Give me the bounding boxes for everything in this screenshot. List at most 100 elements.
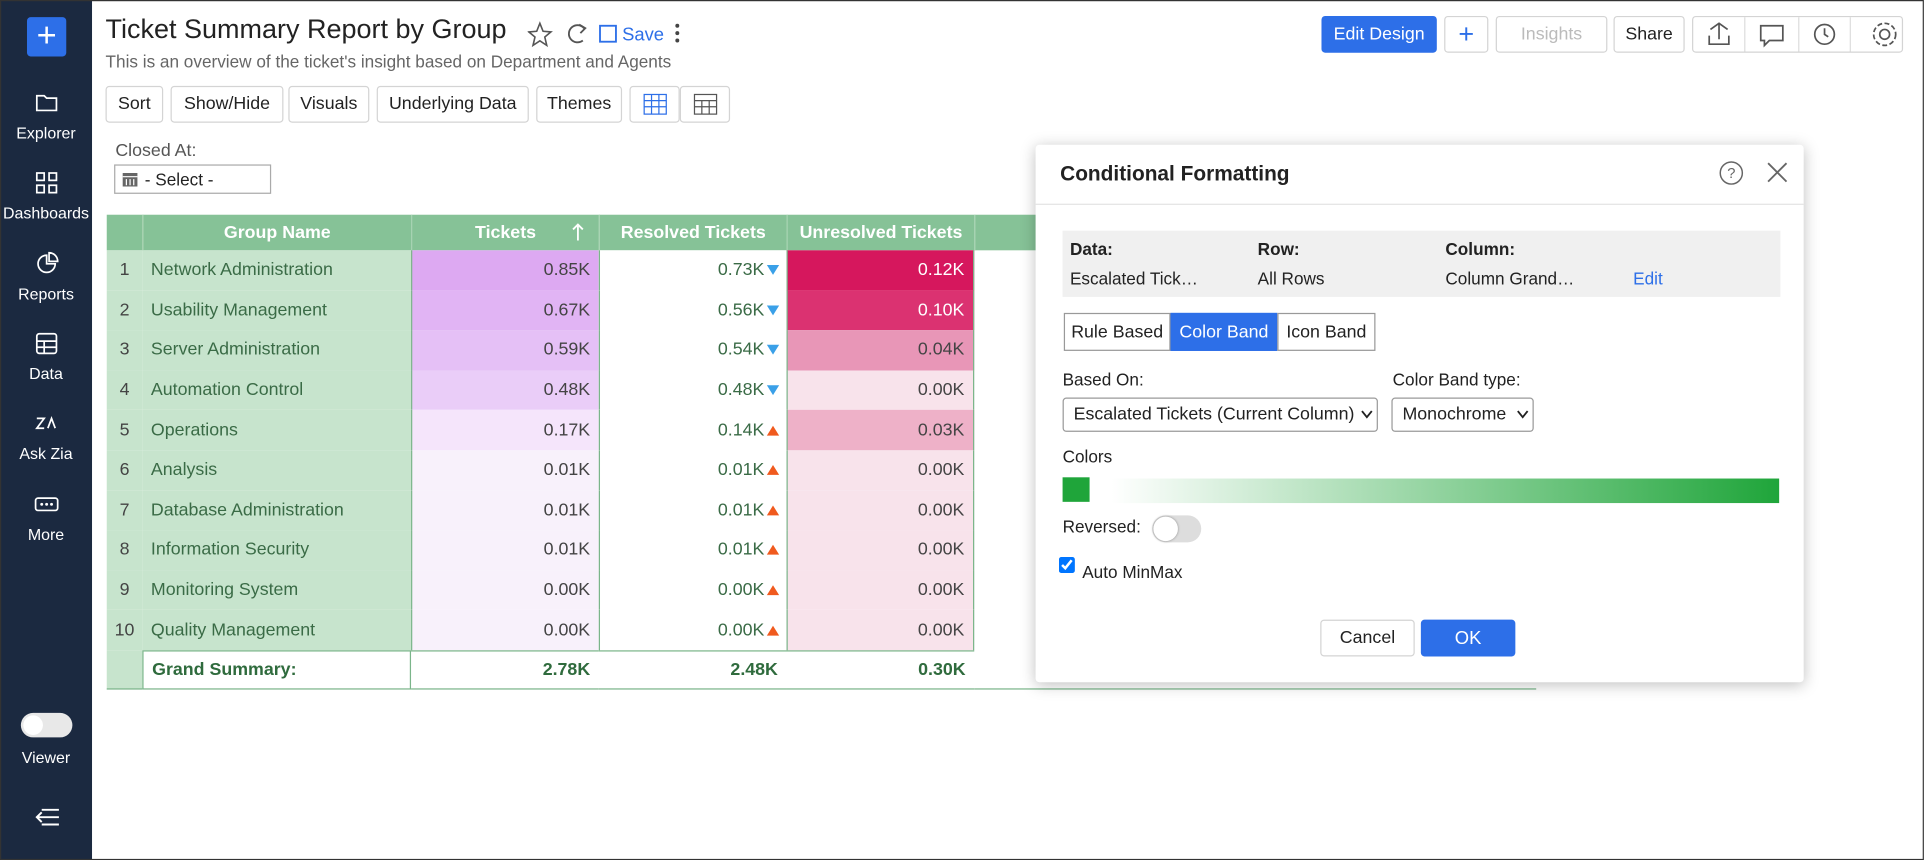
resolved-value: 0.01K (717, 540, 765, 561)
new-button[interactable]: + (26, 17, 67, 57)
row-number: 8 (106, 530, 143, 571)
group-name: Database Administration (142, 490, 412, 531)
action-icons[interactable] (1692, 15, 1904, 53)
column-header[interactable]: Tickets (411, 214, 599, 251)
summary-value: 2.48K (598, 650, 787, 690)
mode-tab[interactable]: Icon Band (1277, 312, 1376, 351)
unresolved-cell: 0.10K (786, 290, 975, 331)
dialog-icons[interactable]: ? (1718, 160, 1792, 187)
trend-icon (766, 305, 780, 316)
unresolved-cell: 0.00K (786, 370, 975, 411)
tickets-cell: 0.48K (411, 370, 599, 411)
resolved-value: 0.01K (717, 460, 765, 481)
trend-icon (766, 545, 780, 556)
nav-label: More (27, 524, 65, 543)
group-name: Monitoring System (142, 570, 412, 611)
nav-item[interactable]: Reports (0, 250, 92, 303)
trend-icon (766, 345, 780, 356)
band-type-select[interactable]: Monochrome (1391, 397, 1534, 432)
summary-value: 0.30K (786, 650, 975, 690)
add-button[interactable]: + (1444, 15, 1489, 53)
based-on-label: Based On: (1062, 369, 1144, 389)
tickets-cell: 0.17K (411, 410, 599, 451)
cancel-button[interactable]: Cancel (1320, 619, 1415, 657)
resolved-cell: 0.01K (598, 490, 787, 531)
tickets-cell: 0.00K (411, 570, 599, 611)
nav-item[interactable]: Ask Zia (0, 410, 92, 463)
unresolved-cell: 0.12K (786, 250, 975, 291)
table-view-button[interactable] (629, 85, 680, 123)
viewer-label: Viewer (21, 748, 71, 767)
auto-minmax-label: Auto MinMax (1082, 561, 1183, 582)
trend-icon (766, 385, 780, 396)
table-edge (974, 688, 1537, 690)
mode-tab[interactable]: Rule Based (1063, 312, 1171, 351)
group-name: Analysis (142, 450, 412, 491)
nav-item[interactable]: Explorer (0, 90, 92, 142)
save-link[interactable]: Save (622, 24, 665, 46)
group-name: Server Administration (142, 330, 412, 371)
unresolved-cell: 0.00K (786, 490, 975, 531)
row-number: 10 (106, 610, 143, 651)
nav-item[interactable]: Data (0, 330, 92, 383)
mode-tab[interactable]: Color Band (1170, 312, 1278, 351)
collapse-icon[interactable] (34, 806, 61, 828)
resolved-value: 0.14K (717, 420, 765, 441)
resolved-cell: 0.73K (598, 250, 787, 291)
report-title: Ticket Summary Report by Group (105, 13, 507, 45)
band-type-label: Color Band type: (1392, 369, 1521, 389)
sort-arrow (572, 223, 584, 241)
column-header[interactable]: Unresolved Tickets (786, 214, 975, 251)
resolved-cell: 0.54K (598, 330, 787, 371)
tickets-cell: 0.00K (411, 610, 599, 651)
row-number: 2 (106, 290, 143, 331)
insights-button[interactable]: Insights (1495, 15, 1608, 53)
group-name: Usability Management (142, 290, 412, 331)
resolved-value: 0.01K (717, 500, 765, 521)
toolbar-button[interactable]: Themes (536, 85, 623, 123)
auto-minmax-checkbox[interactable] (1058, 557, 1075, 574)
tickets-cell: 0.01K (411, 530, 599, 571)
unresolved-cell: 0.00K (786, 530, 975, 571)
toolbar-button[interactable]: Show/Hide (170, 85, 284, 123)
toolbar-button[interactable]: Visuals (288, 85, 370, 123)
resolved-value: 0.54K (717, 340, 765, 361)
column-header[interactable]: Resolved Tickets (598, 214, 787, 251)
title-icons[interactable] (527, 21, 688, 50)
toolbar-button[interactable]: Sort (105, 85, 164, 123)
row-number: 6 (106, 450, 143, 491)
column-header[interactable]: Group Name (142, 214, 412, 251)
edit-link[interactable]: Edit (1633, 268, 1663, 289)
resolved-value: 0.00K (717, 620, 765, 641)
summary-value: 2.78K (411, 650, 599, 690)
row-number: 5 (106, 410, 143, 451)
trend-icon (766, 625, 780, 636)
row-number: 4 (106, 370, 143, 411)
row-number: 3 (106, 330, 143, 371)
color-swatch[interactable] (1062, 477, 1090, 502)
unresolved-cell: 0.00K (786, 610, 975, 651)
viewer-toggle[interactable] (20, 712, 73, 738)
share-button[interactable]: Share (1613, 15, 1685, 53)
column-label: Column: (1445, 239, 1516, 259)
resolved-value: 0.48K (717, 380, 765, 401)
color-band (1111, 478, 1780, 504)
group-name: Network Administration (142, 250, 412, 291)
dialog-title: Conditional Formatting (1060, 161, 1290, 186)
trend-icon (766, 265, 780, 276)
pivot-view-button[interactable] (679, 85, 731, 123)
tickets-cell: 0.67K (411, 290, 599, 331)
resolved-value: 0.73K (717, 260, 765, 281)
ok-button[interactable]: OK (1420, 619, 1516, 657)
nav-item[interactable]: More (0, 490, 92, 543)
trend-icon (766, 585, 780, 596)
edit-design-button[interactable]: Edit Design (1321, 15, 1437, 53)
group-name: Operations (142, 410, 412, 451)
date-select[interactable]: - Select - (114, 164, 272, 194)
based-on-select[interactable]: Escalated Tickets (Current Column) (1062, 397, 1378, 432)
reversed-toggle[interactable] (1152, 515, 1202, 543)
toolbar-button[interactable]: Underlying Data (376, 85, 529, 123)
nav-item[interactable]: Dashboards (0, 170, 92, 222)
conditional-formatting-dialog: Conditional Formatting ? Data: Escalated… (1035, 144, 1804, 683)
